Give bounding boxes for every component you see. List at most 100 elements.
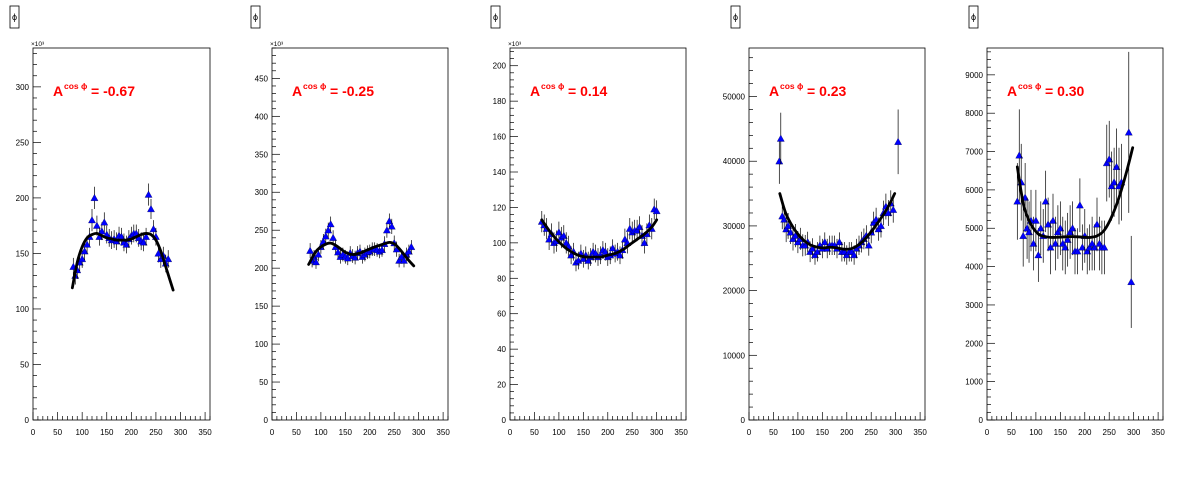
data-point: [1105, 155, 1114, 163]
data-point: [1054, 228, 1062, 236]
asymmetry-superscript: cos ϕ: [1018, 81, 1042, 91]
x-tick-label: 300: [412, 428, 426, 437]
data-point: [80, 247, 89, 255]
data-point: [1013, 197, 1022, 205]
y-tick-label: 5000: [965, 224, 983, 233]
y-tick-label: 100: [255, 340, 269, 349]
x-tick-label: 200: [840, 428, 854, 437]
pad-glyph: ϕ: [12, 12, 17, 22]
data-point: [1093, 220, 1101, 228]
data-point: [835, 238, 844, 246]
y-tick-label: 60: [497, 310, 506, 319]
asymmetry-superscript: cos ϕ: [541, 81, 565, 91]
y-tick-label: 250: [255, 226, 269, 235]
data-point: [1124, 128, 1133, 136]
data-point: [864, 241, 873, 249]
x-tick-label: 300: [1127, 428, 1141, 437]
y-tick-label: 50: [20, 360, 29, 369]
y-multiplier-label: ×10³: [31, 41, 45, 48]
asymmetry-superscript: cos ϕ: [303, 81, 327, 91]
pad-glyph: ϕ: [733, 12, 738, 22]
x-tick-label: 0: [31, 428, 36, 437]
x-tick-label: 50: [53, 428, 62, 437]
plot-frame: [509, 47, 687, 421]
pad-box: [490, 5, 501, 29]
plot-frame: [271, 47, 449, 421]
data-point: [820, 238, 829, 246]
x-tick-label: 100: [791, 428, 805, 437]
x-tick-label: 350: [913, 428, 927, 437]
data-point: [378, 246, 386, 253]
y-tick-label: 0: [979, 416, 984, 425]
y-tick-label: 300: [16, 83, 30, 92]
y-tick-label: 2000: [965, 339, 983, 348]
data-point: [574, 256, 583, 264]
data-point: [776, 134, 785, 142]
asymmetry-label: A: [1007, 83, 1017, 99]
data-point: [324, 226, 333, 234]
asymmetry-label: A: [53, 83, 63, 99]
y-tick-label: 50: [259, 378, 268, 387]
asymmetry-superscript: cos ϕ: [780, 81, 804, 91]
data-point: [640, 238, 649, 246]
fit-curve: [1015, 146, 1135, 239]
data-point: [351, 253, 359, 261]
y-tick-label: 0: [741, 416, 746, 425]
x-tick-label: 350: [674, 428, 688, 437]
y-tick-label: 140: [493, 168, 507, 177]
data-point: [83, 240, 91, 248]
pad-box: [968, 5, 979, 29]
y-tick-label: 200: [255, 264, 269, 273]
x-tick-label: 0: [747, 428, 752, 437]
data-point: [1019, 232, 1028, 239]
data-point: [400, 256, 408, 264]
data-point: [387, 222, 396, 230]
x-tick-label: 200: [125, 428, 139, 437]
y-tick-label: 300: [255, 188, 269, 197]
data-point: [1078, 243, 1087, 251]
data-point: [326, 220, 335, 228]
data-point: [877, 222, 885, 229]
x-tick-label: 200: [601, 428, 615, 437]
x-tick-label: 350: [198, 428, 212, 437]
y-tick-label: 450: [255, 74, 269, 83]
y-tick-label: 150: [16, 249, 30, 258]
asymmetry-value: = -0.67: [91, 83, 135, 99]
data-point: [1032, 216, 1040, 224]
y-tick-label: 400: [255, 112, 269, 121]
y-tick-label: 6000: [965, 186, 983, 195]
data-point: [1063, 235, 1072, 243]
data-point: [334, 248, 342, 256]
x-tick-label: 250: [149, 428, 163, 437]
pad-box: [730, 5, 741, 29]
x-tick-label: 250: [865, 428, 879, 437]
data-point: [1034, 251, 1043, 259]
data-point: [850, 251, 858, 259]
y-tick-label: 50000: [723, 93, 746, 102]
data-point: [1041, 197, 1050, 205]
y-tick-label: 100: [16, 305, 30, 314]
data-point: [407, 242, 416, 250]
data-point: [1102, 159, 1111, 167]
x-tick-label: 300: [889, 428, 903, 437]
data-point: [144, 190, 153, 198]
x-tick-label: 300: [174, 428, 188, 437]
y-tick-label: 3000: [965, 301, 983, 310]
data-point: [306, 246, 314, 254]
data-point: [1110, 178, 1118, 186]
y-tick-label: 20: [497, 381, 506, 390]
data-point: [122, 240, 131, 248]
y-multiplier-label: ×10³: [508, 41, 522, 48]
data-point: [555, 228, 563, 236]
data-point: [1051, 239, 1060, 247]
y-tick-label: 0: [264, 416, 269, 425]
asymmetry-label: A: [292, 83, 302, 99]
data-point: [314, 250, 323, 258]
data-point: [142, 232, 150, 240]
x-tick-label: 350: [1151, 428, 1165, 437]
data-point: [1068, 224, 1077, 232]
x-tick-label: 50: [1007, 428, 1016, 437]
x-tick-label: 150: [577, 428, 591, 437]
fit-curve: [540, 218, 659, 259]
